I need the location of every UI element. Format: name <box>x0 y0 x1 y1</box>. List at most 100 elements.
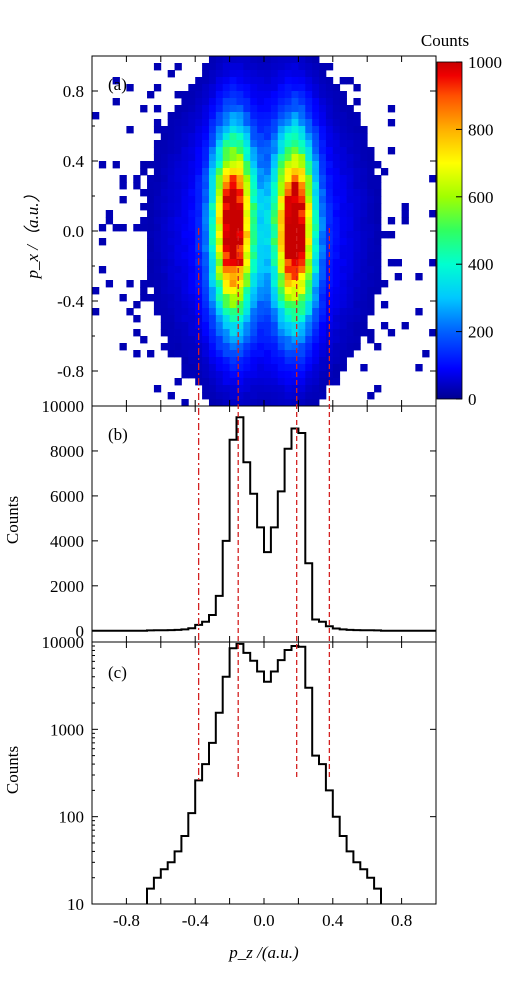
heatmap-cell <box>270 196 279 204</box>
heatmap-cell <box>277 343 286 351</box>
heatmap-cell <box>153 294 162 302</box>
heatmap-cell <box>229 350 237 358</box>
heatmap-cell <box>332 350 341 358</box>
heatmap-cell <box>360 315 368 323</box>
heatmap-cell <box>202 133 210 141</box>
heatmap-cell <box>270 217 279 225</box>
heatmap-cell <box>257 399 265 407</box>
heatmap-cell <box>305 112 313 120</box>
heatmap-cell <box>277 259 286 267</box>
heatmap-cell <box>147 217 155 225</box>
heatmap-cell <box>298 91 306 99</box>
heatmap-cell <box>236 98 244 106</box>
heatmap-cell <box>174 315 182 323</box>
heatmap-cell <box>167 301 175 309</box>
heatmap-cell <box>312 371 320 379</box>
heatmap-cell <box>332 84 341 92</box>
heatmap-cell <box>291 301 299 309</box>
heatmap-cell <box>236 203 244 211</box>
heatmap-cell <box>257 301 265 309</box>
heatmap-cell <box>160 140 169 148</box>
heatmap-cell <box>277 224 286 232</box>
heatmap-cell <box>284 105 292 113</box>
heatmap-cell <box>222 189 230 197</box>
heatmap-cell <box>284 378 292 386</box>
heatmap-cell <box>222 273 230 281</box>
heatmap-cell <box>181 259 189 267</box>
heatmap-cell <box>305 273 313 281</box>
heatmap-cell <box>291 175 299 183</box>
heatmap-cell <box>270 329 279 337</box>
heatmap-cell <box>264 203 272 211</box>
heatmap-cell <box>174 63 182 71</box>
heatmap-cell <box>215 364 224 372</box>
heatmap-cell <box>277 105 286 113</box>
heatmap-cell <box>222 252 230 260</box>
heatmap-cell <box>208 112 217 120</box>
heatmap-cell <box>140 203 148 211</box>
heatmap-cell <box>353 343 361 351</box>
heatmap-cell <box>367 203 375 211</box>
heatmap-cell <box>229 147 237 155</box>
heatmap-cell <box>270 378 279 386</box>
heatmap-cell <box>264 210 272 218</box>
panel-a-ylabel-text: p_x /（a.u.） <box>23 185 42 279</box>
heatmap-cell <box>264 175 272 183</box>
heatmap-cell <box>332 210 341 218</box>
panel-a-ticks: 0.80.40.0-0.4-0.8 <box>57 56 436 406</box>
heatmap-cell <box>353 84 361 92</box>
heatmap-cell <box>305 343 313 351</box>
heatmap-cell <box>270 364 279 372</box>
heatmap-cell <box>332 217 341 225</box>
heatmap-cell <box>195 140 203 148</box>
heatmap-cell <box>291 84 299 92</box>
heatmap-cell <box>98 224 107 232</box>
heatmap-cell <box>202 364 210 372</box>
heatmap-cell <box>236 77 244 85</box>
heatmap-cell <box>298 371 306 379</box>
heatmap-cell <box>360 203 368 211</box>
heatmap-cell <box>332 301 341 309</box>
heatmap-cell <box>277 245 286 253</box>
heatmap-cell <box>215 217 224 225</box>
heatmap-cell <box>312 343 320 351</box>
heatmap-cell <box>394 273 402 281</box>
heatmap-cell <box>264 161 272 169</box>
heatmap-cell <box>277 91 286 99</box>
heatmap-cell <box>181 315 189 323</box>
heatmap-cell <box>312 287 320 295</box>
heatmap-cell <box>202 182 210 190</box>
heatmap-cell <box>229 168 237 176</box>
heatmap-cell <box>346 105 354 113</box>
heatmap-cell <box>236 182 244 190</box>
heatmap-cell <box>133 350 141 358</box>
heatmap-cell <box>353 308 361 316</box>
heatmap-cell <box>229 287 237 295</box>
heatmap-cell <box>222 154 230 162</box>
heatmap-cell <box>277 329 286 337</box>
heatmap-cell <box>360 182 368 190</box>
heatmap-cell <box>277 119 286 127</box>
heatmap-cell <box>167 126 175 134</box>
heatmap-cell <box>181 161 189 169</box>
heatmap-cell <box>208 140 217 148</box>
heatmap-cell <box>236 329 244 337</box>
heatmap-cell <box>167 133 175 141</box>
heatmap-cell <box>367 168 375 176</box>
heatmap-cell <box>312 329 320 337</box>
heatmap-cell <box>174 238 182 246</box>
heatmap-cell <box>243 245 251 253</box>
heatmap-cell <box>346 294 354 302</box>
heatmap-cell <box>270 280 279 288</box>
heatmap-cell <box>284 140 292 148</box>
heatmap-cell <box>380 322 389 330</box>
heatmap-cell <box>312 259 320 267</box>
heatmap-cell <box>374 210 382 218</box>
heatmap-cell <box>153 245 162 253</box>
y-tick-label: 8000 <box>50 442 84 461</box>
heatmap-cell <box>325 91 334 99</box>
heatmap-cell <box>291 91 299 99</box>
heatmap-cell <box>319 154 327 162</box>
heatmap-cell <box>222 231 230 239</box>
